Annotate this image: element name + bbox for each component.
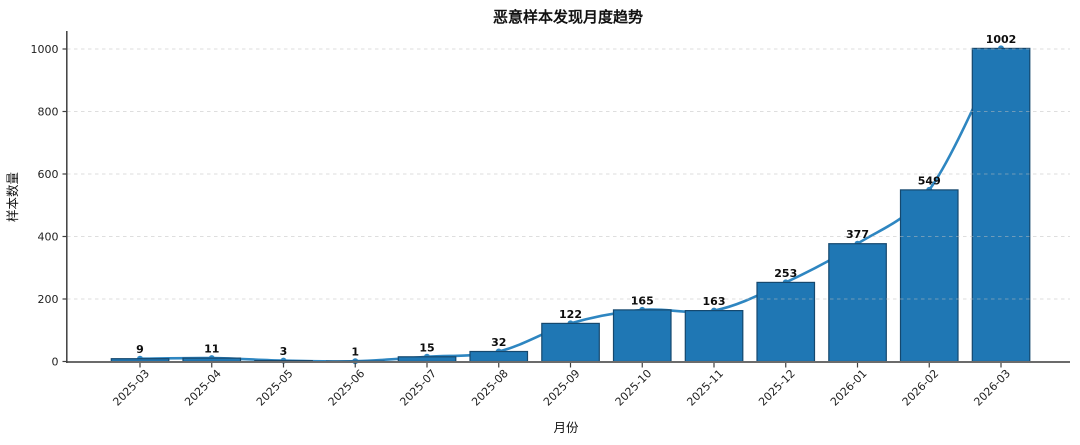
value-label-2025-09: 122 xyxy=(559,308,582,321)
axes-layer xyxy=(62,31,1070,368)
chart-title: 恶意样本发现月度趋势 xyxy=(493,8,643,26)
value-label-2026-02: 549 xyxy=(918,174,941,187)
bar-2026-02 xyxy=(899,189,959,363)
value-labels-layer: 9 11 3 1 15 32 122 165 163 253 377 549 1002 xyxy=(136,33,1016,359)
y-tick-label-600: 600 xyxy=(38,168,59,181)
value-label-2026-01: 377 xyxy=(846,228,869,241)
value-label-2025-11: 163 xyxy=(703,295,726,308)
bar-2025-04 xyxy=(182,357,242,363)
value-label-2025-10: 165 xyxy=(631,294,654,307)
y-tick-label-800: 800 xyxy=(38,105,59,118)
bar-2026-01 xyxy=(828,243,887,363)
x-tick-label-2025-09: 2025-09 xyxy=(541,367,583,409)
bar-2025-09 xyxy=(541,322,600,363)
value-label-2025-12: 253 xyxy=(774,267,797,280)
bars-layer xyxy=(110,47,1031,363)
x-tick-label-2026-03: 2026-03 xyxy=(971,367,1013,409)
y-axis-title: 样本数量 xyxy=(5,172,20,222)
x-tick-label-2025-04: 2025-04 xyxy=(182,367,224,409)
x-tick-label-2025-10: 2025-10 xyxy=(613,367,655,409)
value-label-2025-08: 32 xyxy=(491,336,506,349)
y-tick-label-200: 200 xyxy=(38,293,59,306)
bar-2026-03 xyxy=(971,47,1031,363)
bar-2025-07 xyxy=(397,356,457,363)
y-tick-label-0: 0 xyxy=(52,355,59,368)
value-label-2026-03: 1002 xyxy=(986,33,1017,46)
x-tick-label-2025-08: 2025-08 xyxy=(469,367,511,409)
bar-2025-11 xyxy=(684,310,744,363)
bar-2025-10 xyxy=(612,309,672,363)
y-tick-label-1000: 1000 xyxy=(31,43,59,56)
y-tick-label-400: 400 xyxy=(38,230,59,243)
value-label-2025-06: 1 xyxy=(351,346,359,359)
x-tick-label-2025-07: 2025-07 xyxy=(397,367,439,409)
x-axis-title: 月份 xyxy=(553,420,579,435)
value-label-2025-07: 15 xyxy=(419,341,434,354)
x-tick-label-2026-01: 2026-01 xyxy=(828,367,870,409)
x-tick-label-2025-12: 2025-12 xyxy=(756,367,798,409)
x-tick-label-2025-03: 2025-03 xyxy=(110,367,152,409)
x-tick-label-2025-05: 2025-05 xyxy=(254,367,296,409)
value-label-2025-03: 9 xyxy=(136,343,144,356)
bar-2025-08 xyxy=(469,350,529,363)
gridlines-layer xyxy=(67,48,1070,300)
bar-2025-12 xyxy=(756,281,816,363)
x-tick-label-2026-02: 2026-02 xyxy=(900,367,942,409)
x-tick-label-2025-06: 2025-06 xyxy=(326,367,368,409)
x-tick-label-2025-11: 2025-11 xyxy=(684,367,726,409)
value-label-2025-05: 3 xyxy=(280,345,288,358)
value-label-2025-04: 11 xyxy=(204,343,219,356)
